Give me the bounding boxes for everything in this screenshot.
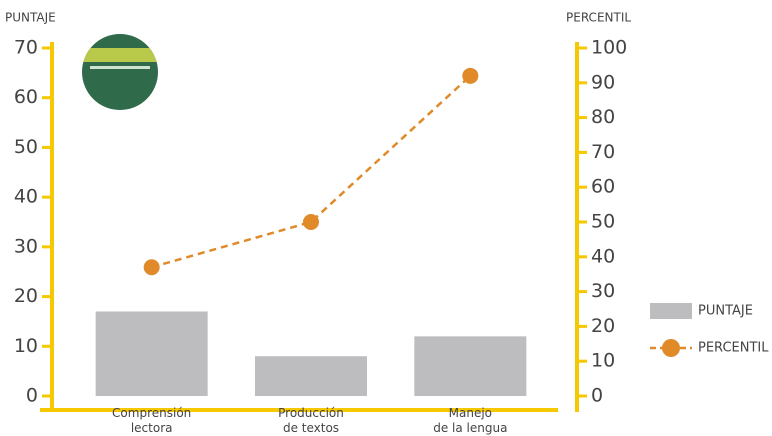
y2-tick-label: 90 (591, 71, 615, 93)
y-tick-label: 60 (14, 86, 38, 108)
marker (462, 67, 479, 84)
y2-tick-label: 80 (591, 106, 615, 128)
y2-tick-label: 50 (591, 211, 615, 233)
legend-label: PUNTAJE (698, 304, 753, 319)
y2-tick-label: 40 (591, 245, 615, 267)
marker (143, 259, 160, 276)
y2-tick-label: 10 (591, 350, 615, 372)
bar (255, 356, 367, 396)
y2-tick-label: 30 (591, 280, 615, 302)
y2-tick-label: 100 (591, 37, 627, 59)
legend-swatch (650, 303, 692, 319)
legend-swatch (662, 339, 680, 357)
y-tick-label: 0 (26, 385, 38, 407)
legend-label: PERCENTIL (698, 341, 769, 356)
cover-thumbnail (82, 34, 158, 110)
y2-tick-label: 60 (591, 176, 615, 198)
y-tick-label: 50 (14, 136, 38, 158)
y-tick-label: 10 (14, 335, 38, 357)
x-tick-label: Manejo de la lengua (433, 406, 508, 435)
x-tick-label: Comprensión lectora (112, 406, 192, 435)
y-tick-label: 30 (14, 235, 38, 257)
y-tick-label: 20 (14, 285, 38, 307)
marker (303, 214, 319, 230)
y2-axis-title: PERCENTIL (566, 11, 631, 25)
bar (414, 336, 527, 396)
x-tick-label: Producción de textos (278, 406, 344, 435)
y2-tick-label: 20 (591, 315, 615, 337)
bar (95, 311, 208, 396)
y2-tick-label: 70 (591, 141, 615, 163)
y2-tick-label: 0 (591, 385, 603, 407)
y-axis-title: PUNTAJE (5, 11, 56, 25)
y-tick-label: 40 (14, 186, 38, 208)
line (151, 74, 472, 269)
y-tick-label: 70 (14, 37, 38, 59)
